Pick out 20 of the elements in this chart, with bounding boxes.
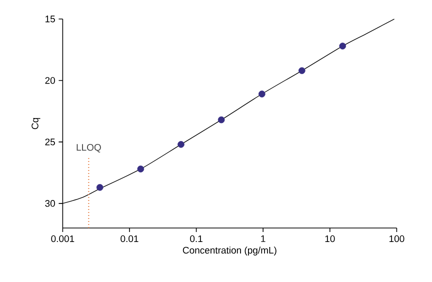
x-tick-label: 0.1	[190, 235, 202, 242]
x-tick-label: 0.01	[120, 235, 138, 242]
point	[96, 184, 104, 191]
y-tick-label: 15	[46, 16, 55, 22]
y-tick-label: 30	[45, 200, 55, 207]
point	[298, 67, 306, 74]
point	[218, 116, 225, 124]
y-tick-label: 20	[45, 77, 55, 84]
x-tick-label: 0.001	[51, 235, 74, 242]
x-tick-label: 10	[325, 235, 335, 242]
x-tick-label: 1	[261, 235, 266, 242]
point	[137, 166, 144, 172]
point	[339, 42, 346, 50]
y-tick-label: 25	[45, 138, 55, 146]
ref-line-label: LLOQ	[76, 144, 101, 152]
point	[258, 90, 266, 98]
y-axis-title: Cq	[32, 118, 40, 130]
x-axis-title: Concentration (pg/mL)	[182, 246, 276, 256]
x-tick-label: 100	[389, 235, 404, 242]
point	[178, 141, 184, 148]
